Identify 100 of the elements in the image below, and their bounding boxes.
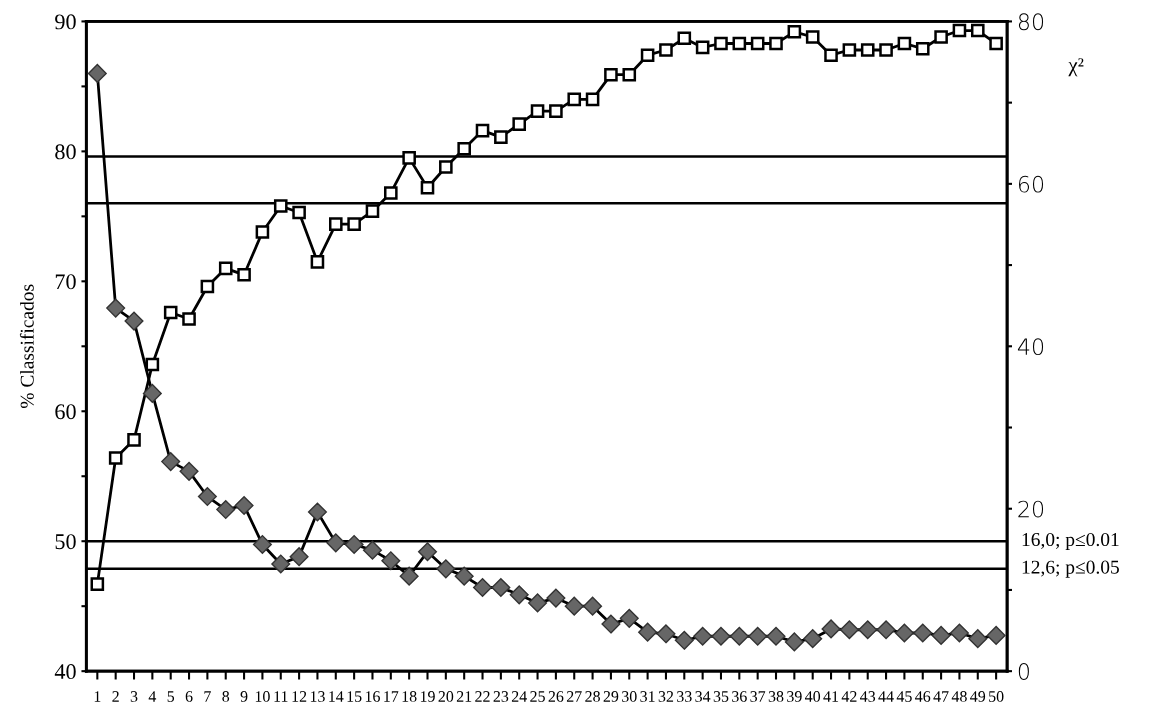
point: [381, 551, 401, 571]
x-tick-label: 10: [255, 691, 270, 702]
point: [601, 614, 621, 634]
point: [310, 255, 325, 269]
point: [494, 130, 508, 144]
point: [362, 540, 383, 560]
point: [307, 502, 327, 522]
point: [585, 92, 600, 107]
x-tick-label: 47: [933, 691, 949, 702]
x-tick-label: 11: [274, 691, 288, 702]
x-tick-label: 33: [677, 691, 692, 702]
point: [787, 25, 802, 39]
point: [271, 554, 291, 574]
point: [417, 542, 438, 562]
x-tick-label: 41: [823, 691, 839, 702]
point: [842, 43, 857, 57]
y-tick-label: 50: [55, 534, 76, 550]
point: [879, 43, 893, 57]
point: [677, 31, 692, 46]
point: [512, 117, 527, 131]
point: [876, 620, 896, 640]
x-tick-label: 4: [148, 691, 157, 702]
point: [952, 23, 967, 38]
y2-tick-label: 0: [1018, 663, 1029, 680]
point: [106, 298, 126, 318]
x-tick-label: 42: [841, 691, 857, 702]
x-tick-label: 16: [365, 691, 380, 702]
y-tick-label: 40: [54, 664, 76, 680]
point: [805, 30, 820, 44]
point: [640, 48, 655, 63]
point: [475, 123, 490, 138]
point: [622, 67, 637, 82]
point: [530, 104, 545, 118]
point: [803, 629, 823, 649]
point: [968, 629, 988, 649]
x-tick-label: 17: [384, 691, 399, 702]
x-tick-label: 34: [695, 691, 711, 702]
point: [934, 30, 948, 44]
point: [491, 577, 511, 598]
point: [619, 608, 639, 628]
x-tick-label: 20: [438, 691, 454, 702]
point: [145, 357, 160, 372]
point: [931, 625, 951, 645]
x-tick-label: 40: [805, 691, 821, 702]
y2-axis-title: χ²: [1068, 58, 1084, 77]
point: [200, 279, 215, 294]
point: [234, 495, 254, 516]
point: [693, 626, 713, 646]
y-tick-label: 90: [55, 14, 76, 30]
point: [769, 36, 783, 51]
point: [197, 487, 217, 507]
x-tick-label: 30: [622, 691, 637, 702]
x-tick-label: 37: [750, 691, 766, 702]
point: [439, 160, 453, 174]
point: [292, 205, 306, 220]
x-tick-label: 50: [989, 691, 1004, 702]
x-tick-label: 21: [456, 691, 472, 702]
point: [326, 533, 346, 553]
point: [472, 577, 493, 598]
x-tick-label: 5: [167, 691, 175, 702]
y2-tick-label: 60: [1019, 175, 1044, 193]
point: [384, 186, 398, 200]
x-tick-label: 44: [878, 691, 894, 702]
x-tick-label: 2: [112, 691, 119, 702]
x-tick-label: 7: [204, 691, 211, 702]
ref-line-label: 16,0; p≤0.01: [1022, 532, 1119, 551]
point: [638, 622, 658, 642]
point: [897, 36, 912, 51]
x-tick-label: 25: [530, 691, 545, 702]
y2-tick-label: 20: [1018, 500, 1044, 518]
point: [161, 452, 181, 472]
x-tick-label: 18: [402, 691, 417, 702]
point: [457, 141, 471, 156]
point: [564, 596, 584, 616]
point: [766, 626, 786, 646]
x-tick-label: 15: [347, 691, 362, 702]
x-tick-label: 36: [732, 691, 747, 702]
point: [821, 619, 841, 639]
x-tick-label: 22: [475, 691, 490, 702]
x-tick-label: 48: [951, 691, 967, 702]
point: [347, 217, 361, 231]
point: [142, 383, 162, 403]
point: [528, 593, 548, 613]
point: [549, 104, 563, 118]
point: [402, 151, 416, 165]
point: [714, 36, 728, 51]
point: [289, 547, 309, 567]
point: [748, 626, 768, 646]
point: [986, 625, 1006, 645]
point: [218, 261, 233, 276]
y2-tick-label: 80: [1018, 13, 1044, 31]
x-tick-label: 49: [970, 691, 986, 702]
x-tick-label: 45: [896, 691, 912, 702]
point: [915, 41, 930, 56]
point: [454, 566, 474, 586]
point: [420, 180, 435, 195]
point: [436, 559, 456, 579]
y-tick-label: 80: [55, 144, 76, 160]
point: [858, 620, 878, 640]
point: [583, 596, 603, 616]
